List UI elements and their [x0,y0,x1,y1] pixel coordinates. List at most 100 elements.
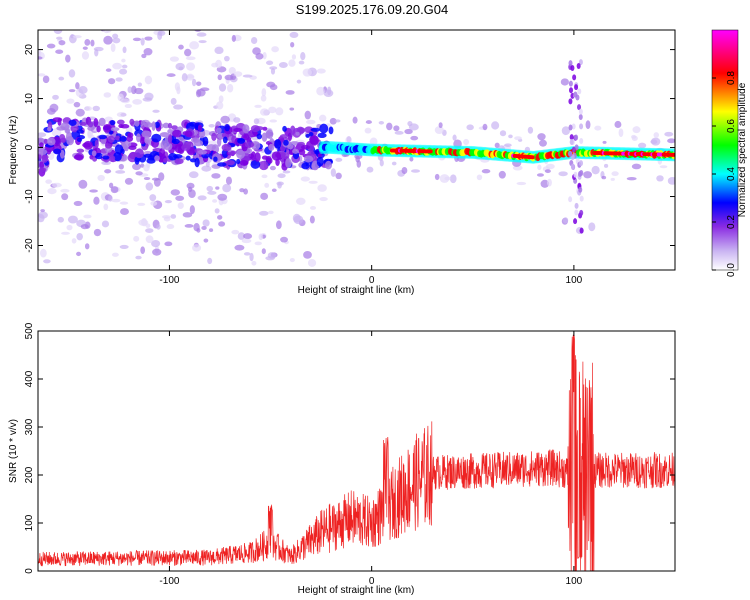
heatmap-cell [94,48,99,57]
heatmap-cell [203,238,209,243]
heatmap-cell [305,133,310,138]
heatmap-cell [394,130,404,135]
heatmap-cell [260,192,269,200]
heatmap-cell [265,60,274,66]
heatmap-cell [110,43,116,53]
heatmap-cell [391,161,397,166]
heatmap-cell [38,167,47,173]
heatmap-cell [52,117,63,123]
heatmap-cell [93,228,102,237]
heatmap-cell [279,134,289,139]
heatmap-cell [222,183,232,193]
heatmap-cell [172,129,182,138]
heatmap-cell [218,221,226,227]
heatmap-cell [84,39,91,46]
heatmap-cell [290,125,296,135]
heatmap-cell [73,154,84,161]
heatmap-cell [335,172,342,180]
heatmap-cell [173,104,184,110]
heatmap-cell [410,135,419,141]
heatmap-cell [301,162,310,170]
heatmap-cell [583,171,592,179]
heatmap-cell [277,173,286,179]
heatmap-cell [202,219,210,227]
heatmap-cell [449,174,457,184]
heatmap-cell [379,159,384,167]
heatmap-cell [569,134,574,141]
heatmap-cell [111,252,119,257]
heatmap-cell [76,251,82,257]
heatmap-cell [579,138,584,145]
heatmap-cell [49,103,59,113]
heatmap-cell [546,178,552,187]
heatmap-cell [256,133,263,140]
heatmap-cell [61,231,70,235]
heatmap-cell [576,63,581,70]
heatmap-cell [588,222,596,232]
heatmap-cell [228,67,236,75]
heatmap-cell [527,126,534,134]
heatmap-cell [233,127,242,133]
heatmap-cell [269,165,276,171]
heatmap-cell [466,124,474,131]
heatmap-cell [386,122,393,131]
colorbar-gradient [711,29,739,271]
heatmap-cell [170,214,177,219]
heatmap-cell [481,169,491,174]
heatmap-cell [47,187,57,195]
heatmap-cell [544,169,551,174]
heatmap-cell [192,244,202,252]
heatmap-cell [268,210,274,215]
heatmap-cell [300,144,311,150]
heatmap-cell [67,215,78,224]
heatmap-cell [72,35,82,39]
heatmap-cell [139,137,146,145]
heatmap-cell [434,126,444,134]
y-tick-label: 200 [24,466,35,483]
heatmap-cell [103,203,109,211]
heatmap-cell [159,147,166,157]
heatmap-cell [38,73,46,77]
heatmap-cell [498,170,506,179]
x-tick-label: -100 [159,576,179,587]
heatmap-cell [222,136,228,144]
colorbar-tick-label: 0.6 [726,119,737,133]
heatmap-cell [303,250,312,259]
heatmap-cell [199,87,210,92]
heatmap-cell [193,223,200,232]
heatmap-cell [558,171,568,177]
heatmap-cell [167,133,173,144]
heatmap-cell [494,142,500,149]
heatmap-cell [171,125,178,130]
heatmap-cell [185,56,196,61]
heatmap-cell [401,166,408,175]
heatmap-cell [574,209,579,216]
heatmap-cell [324,160,333,170]
heatmap-cell [638,142,647,149]
heatmap-cell [261,88,267,97]
heatmap-cell [137,82,143,87]
heatmap-cell [428,149,433,154]
heatmap-cell [68,69,76,78]
heatmap-cell [574,134,579,141]
heatmap-cell [134,120,140,127]
heatmap-cell [181,144,191,151]
heatmap-cell [214,46,224,55]
heatmap-cell [574,84,579,91]
heatmap-cell [293,215,304,225]
heatmap-cell [136,133,141,143]
heatmap-cell [259,210,269,216]
heatmap-cell [53,148,62,155]
heatmap-cell [434,173,440,181]
heatmap-cell [285,158,292,168]
heatmap-cell [83,140,93,150]
heatmap-cell [292,148,299,154]
heatmap-cell [156,224,161,230]
heatmap-cell [579,160,584,167]
heatmap-cell [578,59,583,66]
heatmap-cell [196,81,202,86]
heatmap-cell [664,131,674,137]
heatmap-cell [118,123,124,129]
heatmap-cell [632,126,641,134]
